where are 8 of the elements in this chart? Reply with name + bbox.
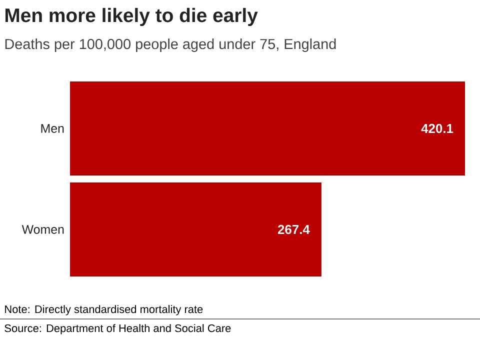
data-label: 420.1: [421, 124, 454, 134]
text: Note: Directly standardised mortality rate: [5, 305, 203, 316]
chart-title: Men more likely to die early: [5, 8, 258, 26]
y-tick-label: Women: [22, 225, 64, 234]
chart-subtitle: Deaths per 100,000 people aged under 75, England: [5, 38, 336, 52]
source-note: Source: Department of Health and Social Care: [4, 324, 231, 334]
y-tick-label: Men: [41, 124, 64, 133]
data-label: 267.4: [278, 224, 310, 234]
